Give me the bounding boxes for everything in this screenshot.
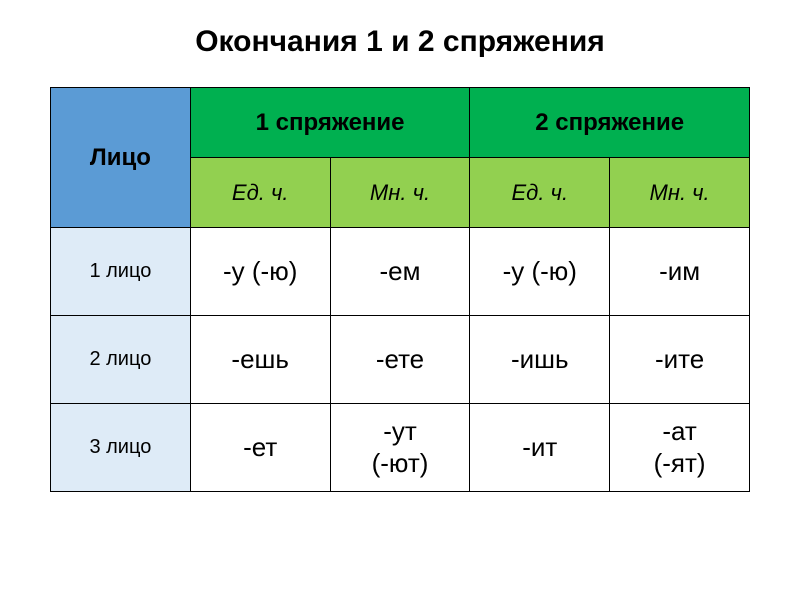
cell-2-1: -ешь [190, 316, 330, 404]
row-label-2: 2 лицо [51, 316, 191, 404]
cell-3-2: -ут(-ют) [330, 404, 470, 492]
table-row: 1 лицо -у (-ю) -ем -у (-ю) -им [51, 228, 750, 316]
cell-2-4: -ите [610, 316, 750, 404]
cell-1-2: -ем [330, 228, 470, 316]
cell-3-3: -ит [470, 404, 610, 492]
cell-2-3: -ишь [470, 316, 610, 404]
cell-1-3: -у (-ю) [470, 228, 610, 316]
header-conj-1: 1 спряжение [190, 88, 470, 158]
header-conj-2: 2 спряжение [470, 88, 750, 158]
table-row: 3 лицо -ет -ут(-ют) -ит -ат(-ят) [51, 404, 750, 492]
header-sub-mn1: Мн. ч. [330, 158, 470, 228]
page-title: Окончания 1 и 2 спряжения [50, 25, 750, 59]
table-row: 2 лицо -ешь -ете -ишь -ите [51, 316, 750, 404]
cell-3-1: -ет [190, 404, 330, 492]
cell-2-2: -ете [330, 316, 470, 404]
cell-3-4: -ат(-ят) [610, 404, 750, 492]
row-label-3: 3 лицо [51, 404, 191, 492]
header-litso: Лицо [51, 88, 191, 228]
conjugation-table: Лицо 1 спряжение 2 спряжение Ед. ч. Мн. … [50, 87, 750, 492]
header-sub-mn2: Мн. ч. [610, 158, 750, 228]
row-label-1: 1 лицо [51, 228, 191, 316]
header-sub-ed2: Ед. ч. [470, 158, 610, 228]
cell-1-4: -им [610, 228, 750, 316]
header-sub-ed1: Ед. ч. [190, 158, 330, 228]
cell-1-1: -у (-ю) [190, 228, 330, 316]
header-row-1: Лицо 1 спряжение 2 спряжение [51, 88, 750, 158]
